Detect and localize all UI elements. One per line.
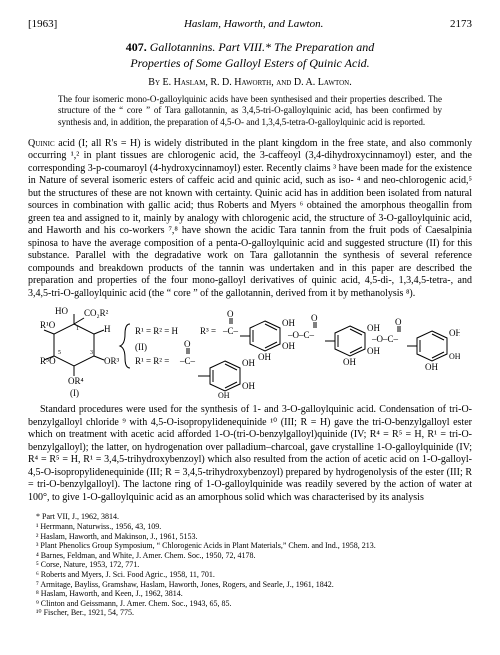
svg-text:O: O	[395, 317, 402, 327]
svg-text:(I): (I)	[70, 388, 79, 398]
svg-text:O: O	[311, 313, 318, 323]
svg-text:CO₂R²: CO₂R²	[84, 308, 109, 318]
r-definitions: R¹ = R² = H R¹ = R² = R³ = –C– O (II) –C…	[120, 309, 239, 368]
svg-text:OH: OH	[242, 381, 255, 391]
footnote-4: ⁴ Barnes, Feldman, and White, J. Amer. C…	[28, 551, 472, 561]
chemical-structures: R¹O CO₂R² HO H OR³ OR⁴ R⁵O (I) 1 3 5 R¹	[28, 306, 472, 398]
svg-text:OH: OH	[343, 357, 356, 367]
svg-text:H: H	[104, 324, 111, 334]
running-head-page: 2173	[450, 18, 472, 30]
authors: By E. Haslam, R. D. Haworth, and D. A. L…	[28, 77, 472, 88]
lead-word: Quinic	[28, 138, 55, 149]
svg-text:OR³: OR³	[104, 356, 120, 366]
footnote-0: * Part VII, J., 1962, 3814.	[28, 512, 472, 522]
svg-text:OH: OH	[425, 362, 438, 372]
svg-text:R⁵O: R⁵O	[40, 356, 56, 366]
paragraph-1: Quinic acid (I; all R's = H) is widely d…	[28, 138, 472, 301]
svg-text:OH: OH	[449, 352, 460, 361]
footnote-9: ⁹ Clinton and Geissmann, J. Amer. Chem. …	[28, 599, 472, 609]
article-number: 407.	[126, 40, 147, 54]
svg-text:HO: HO	[55, 306, 68, 316]
para1-text: acid (I; all R's = H) is widely distribu…	[28, 138, 472, 299]
footnote-7: ⁷ Armitage, Bayliss, Gramshaw, Haslam, H…	[28, 580, 472, 590]
benzene-ring-2: OH OH OH	[198, 358, 255, 398]
svg-text:O: O	[184, 339, 191, 349]
svg-text:R¹ = R² = H: R¹ = R² = H	[135, 326, 179, 336]
benzene-ring-1: OH OH OH –O–C– O	[240, 313, 318, 362]
running-head: [1963] Haslam, Haworth, and Lawton. 2173	[28, 18, 472, 30]
footnote-6: ⁶ Roberts and Myers, J. Sci. Food Agric.…	[28, 570, 472, 580]
structures-svg: R¹O CO₂R² HO H OR³ OR⁴ R⁵O (I) 1 3 5 R¹	[40, 306, 460, 398]
svg-text:OH: OH	[367, 323, 380, 333]
svg-text:OH: OH	[242, 358, 255, 368]
svg-text:–O–C–: –O–C–	[287, 330, 315, 340]
svg-text:OH: OH	[218, 391, 230, 398]
benzene-ring-4: OH OH OH	[407, 328, 460, 372]
svg-text:OH: OH	[449, 328, 460, 338]
footnote-5: ⁵ Corse, Nature, 1953, 172, 771.	[28, 560, 472, 570]
svg-text:R¹ = R² =: R¹ = R² =	[135, 356, 169, 366]
benzene-ring-3: OH OH OH –O–C– O	[325, 317, 402, 367]
paragraph-2: Standard procedures were used for the sy…	[28, 404, 472, 504]
body-text: Quinic acid (I; all R's = H) is widely d…	[28, 138, 472, 301]
footnotes: * Part VII, J., 1962, 3814. ¹ Herrmann, …	[28, 512, 472, 618]
footnote-10: ¹⁰ Fischer, Ber., 1921, 54, 775.	[28, 608, 472, 618]
svg-text:OR⁴: OR⁴	[68, 376, 84, 386]
title-line-2: Properties of Some Galloyl Esters of Qui…	[130, 56, 369, 70]
body-text-2: Standard procedures were used for the sy…	[28, 404, 472, 504]
svg-text:1: 1	[76, 326, 79, 332]
svg-text:OH: OH	[282, 318, 295, 328]
structure-I: R¹O CO₂R² HO H OR³ OR⁴ R⁵O (I) 1 3 5	[40, 306, 120, 398]
svg-text:OH: OH	[282, 341, 295, 351]
svg-text:OH: OH	[258, 352, 271, 362]
svg-text:O: O	[227, 309, 234, 319]
svg-text:5: 5	[58, 350, 61, 356]
svg-text:R¹O: R¹O	[40, 320, 56, 330]
svg-text:R³ =: R³ =	[200, 326, 216, 336]
svg-text:3: 3	[90, 350, 93, 356]
page: [1963] Haslam, Haworth, and Lawton. 2173…	[0, 0, 500, 628]
svg-text:–O–C–: –O–C–	[371, 334, 399, 344]
footnote-1: ¹ Herrmann, Naturwiss., 1956, 43, 109.	[28, 522, 472, 532]
title-line-1: Gallotannins. Part VIII.* The Preparatio…	[150, 40, 375, 54]
footnote-2: ² Haslam, Haworth, and Makinson, J., 196…	[28, 532, 472, 542]
footnote-8: ⁸ Haslam, Haworth, and Keen, J., 1962, 3…	[28, 589, 472, 599]
svg-text:–C–: –C–	[179, 356, 196, 366]
abstract: The four isomeric mono-O-galloylquinic a…	[58, 94, 442, 128]
article-title: 407. Gallotannins. Part VIII.* The Prepa…	[54, 40, 446, 71]
svg-text:–C–: –C–	[222, 326, 239, 336]
running-head-authors: Haslam, Haworth, and Lawton.	[57, 18, 450, 30]
running-head-year: [1963]	[28, 18, 57, 30]
svg-text:OH: OH	[367, 346, 380, 356]
svg-text:(II): (II)	[135, 342, 147, 352]
footnote-3: ³ Plant Phenolics Group Symposium, “ Chl…	[28, 541, 472, 551]
